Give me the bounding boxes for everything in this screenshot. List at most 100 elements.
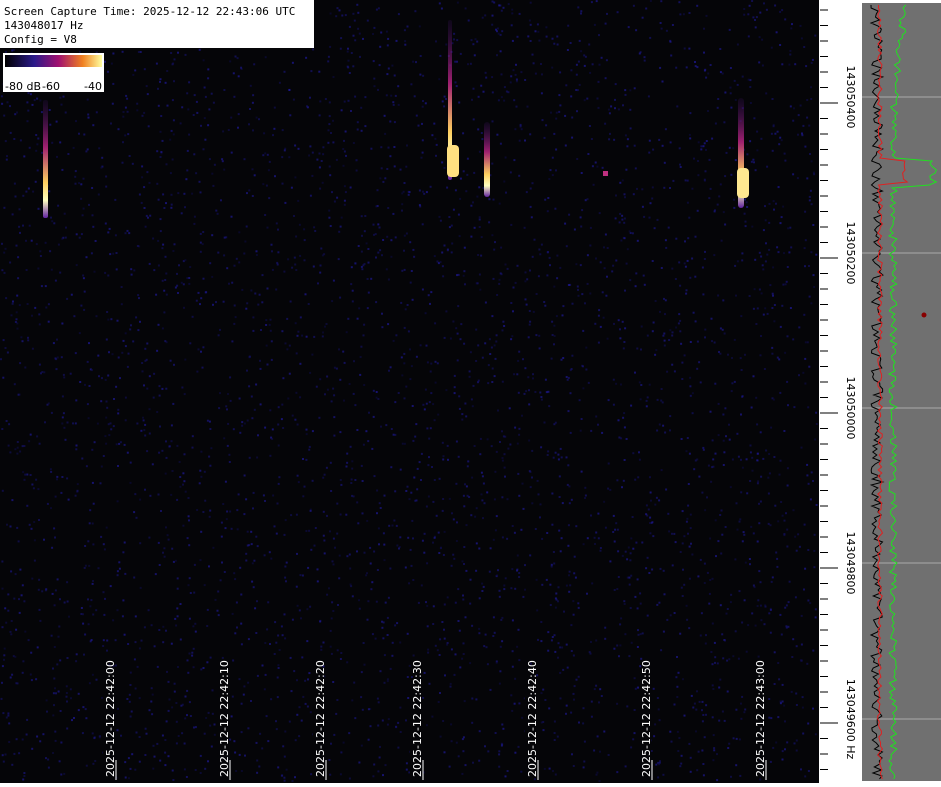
noise-dot <box>450 564 453 567</box>
noise-dot <box>60 773 63 776</box>
noise-dot <box>252 316 255 319</box>
noise-dot <box>199 303 201 306</box>
noise-dot <box>490 445 493 448</box>
noise-dot <box>376 512 378 515</box>
noise-dot <box>488 338 491 341</box>
noise-dot <box>177 51 179 54</box>
noise-dot <box>589 71 592 74</box>
noise-dot <box>438 2 441 5</box>
noise-dot <box>717 540 720 543</box>
noise-dot <box>276 676 279 679</box>
noise-dot <box>518 12 521 15</box>
noise-dot <box>692 311 695 314</box>
noise-dot <box>308 448 311 451</box>
trace <box>869 4 885 780</box>
noise-dot <box>6 351 9 354</box>
noise-dot <box>168 445 171 448</box>
noise-dot <box>270 698 273 701</box>
noise-dot <box>11 763 14 766</box>
noise-dot <box>783 704 786 707</box>
noise-dot <box>332 119 334 122</box>
noise-dot <box>616 644 619 647</box>
noise-dot <box>281 403 284 406</box>
noise-dot <box>652 535 655 538</box>
noise-dot <box>526 278 529 281</box>
noise-dot <box>52 752 54 754</box>
noise-dot <box>258 293 261 296</box>
noise-dot <box>210 447 213 450</box>
noise-dot <box>572 600 575 603</box>
noise-dot <box>497 409 499 412</box>
noise-dot <box>233 740 236 743</box>
noise-dot <box>403 29 406 32</box>
noise-dot <box>93 441 96 444</box>
noise-dot <box>11 49 14 52</box>
noise-dot <box>33 559 36 562</box>
noise-dot <box>507 91 510 94</box>
noise-dot <box>211 712 214 715</box>
noise-dot <box>189 592 192 594</box>
noise-dot <box>362 264 365 267</box>
noise-dot <box>790 246 793 249</box>
noise-dot <box>373 550 376 553</box>
noise-dot <box>732 655 735 658</box>
noise-dot <box>271 250 273 253</box>
noise-dot <box>456 521 458 524</box>
noise-dot <box>679 166 682 168</box>
noise-dot <box>356 429 359 431</box>
noise-dot <box>275 728 278 731</box>
noise-dot <box>518 659 521 662</box>
noise-dot <box>142 416 144 419</box>
noise-dot <box>296 474 299 477</box>
noise-dot <box>445 43 448 46</box>
noise-dot <box>705 76 708 79</box>
noise-dot <box>98 735 101 738</box>
noise-dot <box>689 394 692 397</box>
noise-dot <box>491 234 494 237</box>
noise-dot <box>634 687 637 690</box>
noise-dot <box>116 319 119 322</box>
noise-dot <box>721 633 724 636</box>
noise-dot <box>772 294 774 297</box>
noise-dot <box>250 289 253 292</box>
noise-dot <box>56 338 58 341</box>
noise-dot <box>489 353 492 355</box>
noise-dot <box>343 361 346 364</box>
noise-dot <box>86 148 89 151</box>
noise-dot <box>547 197 550 199</box>
noise-dot <box>97 354 100 357</box>
noise-dot <box>238 261 241 264</box>
noise-dot <box>186 169 189 172</box>
noise-dot <box>624 289 626 292</box>
noise-dot <box>493 375 496 378</box>
noise-dot <box>738 520 741 523</box>
noise-dot <box>192 114 195 116</box>
noise-dot <box>559 646 562 649</box>
noise-dot <box>733 380 736 383</box>
noise-dot <box>745 650 748 653</box>
noise-dot <box>91 522 94 525</box>
noise-dot <box>29 433 32 436</box>
noise-dot <box>758 522 761 525</box>
noise-dot <box>518 702 521 705</box>
noise-dot <box>134 493 137 496</box>
noise-dot <box>733 198 736 201</box>
noise-dot <box>794 596 797 599</box>
noise-dot <box>46 710 48 713</box>
noise-dot <box>772 123 775 126</box>
noise-dot <box>85 150 88 153</box>
noise-dot <box>768 612 771 615</box>
noise-dot <box>271 268 274 271</box>
noise-dot <box>87 417 90 420</box>
noise-dot <box>259 732 262 735</box>
noise-dot <box>725 435 727 438</box>
noise-dot <box>184 695 187 698</box>
noise-dot <box>52 692 55 695</box>
noise-dot <box>288 156 291 159</box>
noise-dot <box>166 534 169 537</box>
noise-dot <box>553 42 556 45</box>
noise-dot <box>794 535 797 538</box>
noise-dot <box>23 600 26 603</box>
noise-dot <box>624 89 627 92</box>
noise-dot <box>297 481 300 484</box>
